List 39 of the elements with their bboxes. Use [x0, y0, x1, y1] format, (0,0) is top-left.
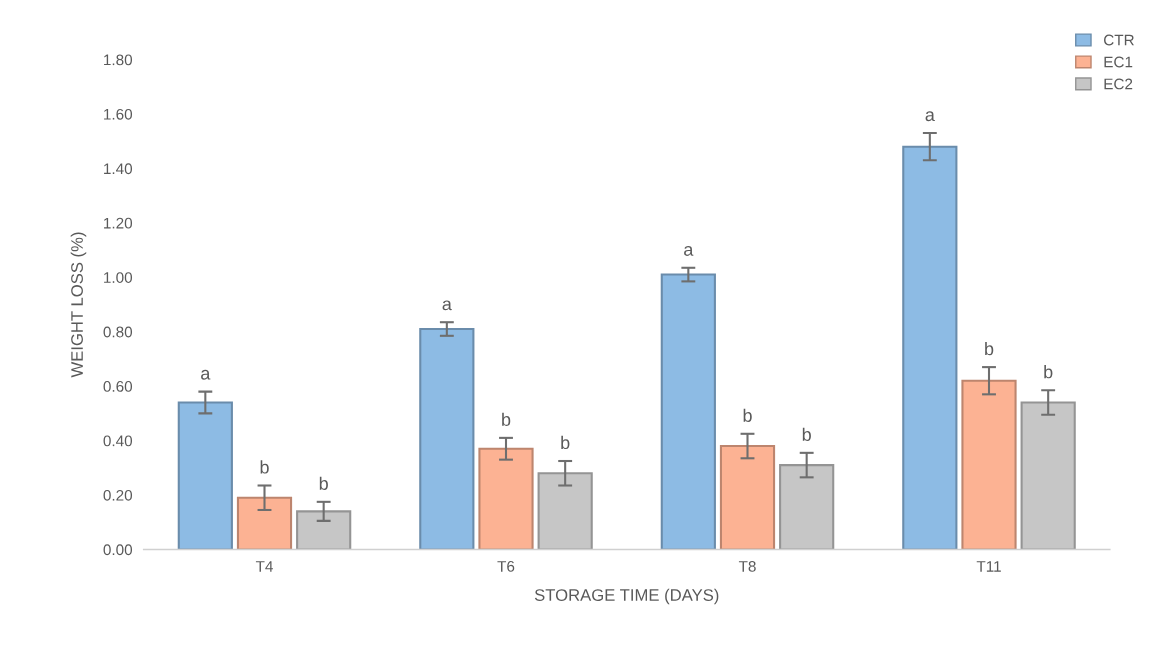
bar — [719, 445, 776, 550]
x-axis-title: STORAGE TIME (DAYS) — [534, 588, 719, 605]
x-tick-label: T4 — [255, 561, 273, 572]
x-tick-label: T6 — [497, 560, 515, 572]
y-axis-title: WEIGHT LOSS (%) — [70, 232, 87, 378]
y-tick-label: 0.40 — [103, 435, 133, 447]
y-tick-label: 1.40 — [104, 163, 133, 175]
y-tick-label: 0.80 — [103, 326, 133, 338]
data-label: a — [442, 300, 452, 311]
bar — [961, 379, 1017, 550]
bar — [419, 327, 475, 550]
y-tick-label: 1.00 — [104, 272, 133, 283]
legend-label: EC2 — [1104, 78, 1133, 90]
bar — [236, 496, 293, 550]
data-label: a — [684, 245, 694, 256]
data-label: b — [743, 408, 752, 422]
bar — [902, 145, 958, 550]
data-label: b — [1044, 365, 1053, 379]
bar — [478, 447, 534, 550]
x-tick-label: T8 — [738, 560, 756, 572]
data-label: b — [319, 476, 328, 490]
y-tick-label: 1.80 — [104, 54, 133, 66]
bar — [177, 401, 233, 550]
bar — [660, 273, 716, 550]
y-tick-label: 0.20 — [103, 489, 133, 501]
y-tick-label: 1.20 — [104, 217, 133, 229]
data-label: b — [502, 412, 511, 426]
y-tick-label: 0.60 — [103, 381, 133, 392]
legend-label: EC1 — [1104, 56, 1133, 68]
data-label: a — [201, 369, 211, 380]
x-tick-label: T11 — [976, 561, 1001, 572]
y-tick-label: 1.60 — [104, 108, 133, 120]
legend-label: CTR — [1104, 34, 1134, 46]
y-tick-label: 0.00 — [103, 544, 133, 556]
data-label: b — [260, 460, 269, 474]
data-label: b — [802, 427, 811, 441]
data-label: a — [925, 111, 935, 122]
data-label: b — [561, 435, 570, 450]
data-label: b — [985, 341, 994, 356]
